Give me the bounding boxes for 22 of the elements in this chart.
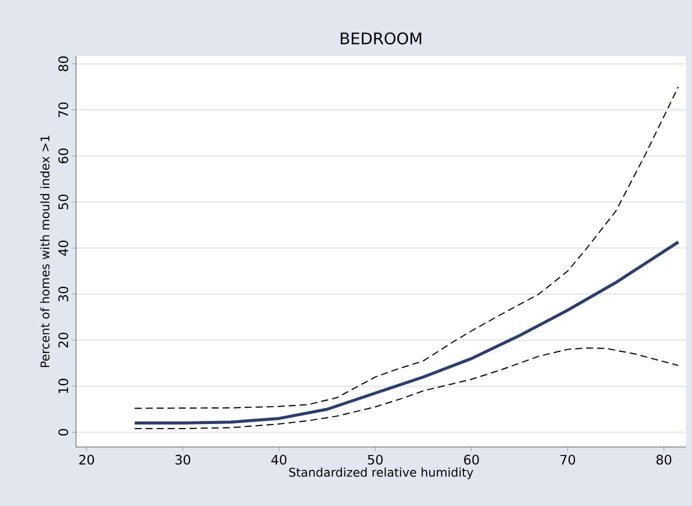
y-tick-label: 30 (58, 286, 68, 302)
x-axis-title: Standardized relative humidity (289, 468, 474, 480)
y-axis-title: Percent of homes with mould index >1 (40, 136, 50, 368)
y-tick-label: 70 (58, 102, 68, 118)
x-tick-label: 60 (464, 454, 479, 465)
y-tick-label: 0 (58, 428, 68, 436)
x-tick-label: 40 (271, 454, 286, 465)
line-series (134, 86, 679, 409)
x-tick-label: 30 (176, 454, 190, 465)
y-tick-label: 20 (58, 332, 68, 348)
x-tick-label: 70 (560, 454, 576, 465)
x-tick-label: 80 (656, 454, 672, 465)
y-tick-label: 10 (58, 378, 68, 394)
y-tick-label: 80 (58, 56, 68, 72)
x-tick-label: 50 (368, 454, 383, 465)
chart-title: BEDROOM (340, 32, 422, 44)
line-series (133, 240, 680, 425)
line-series (134, 347, 679, 430)
y-tick-label: 60 (58, 148, 68, 164)
y-tick-label: 40 (58, 240, 68, 256)
x-tick-label: 20 (79, 454, 94, 465)
y-tick-label: 50 (58, 194, 68, 210)
